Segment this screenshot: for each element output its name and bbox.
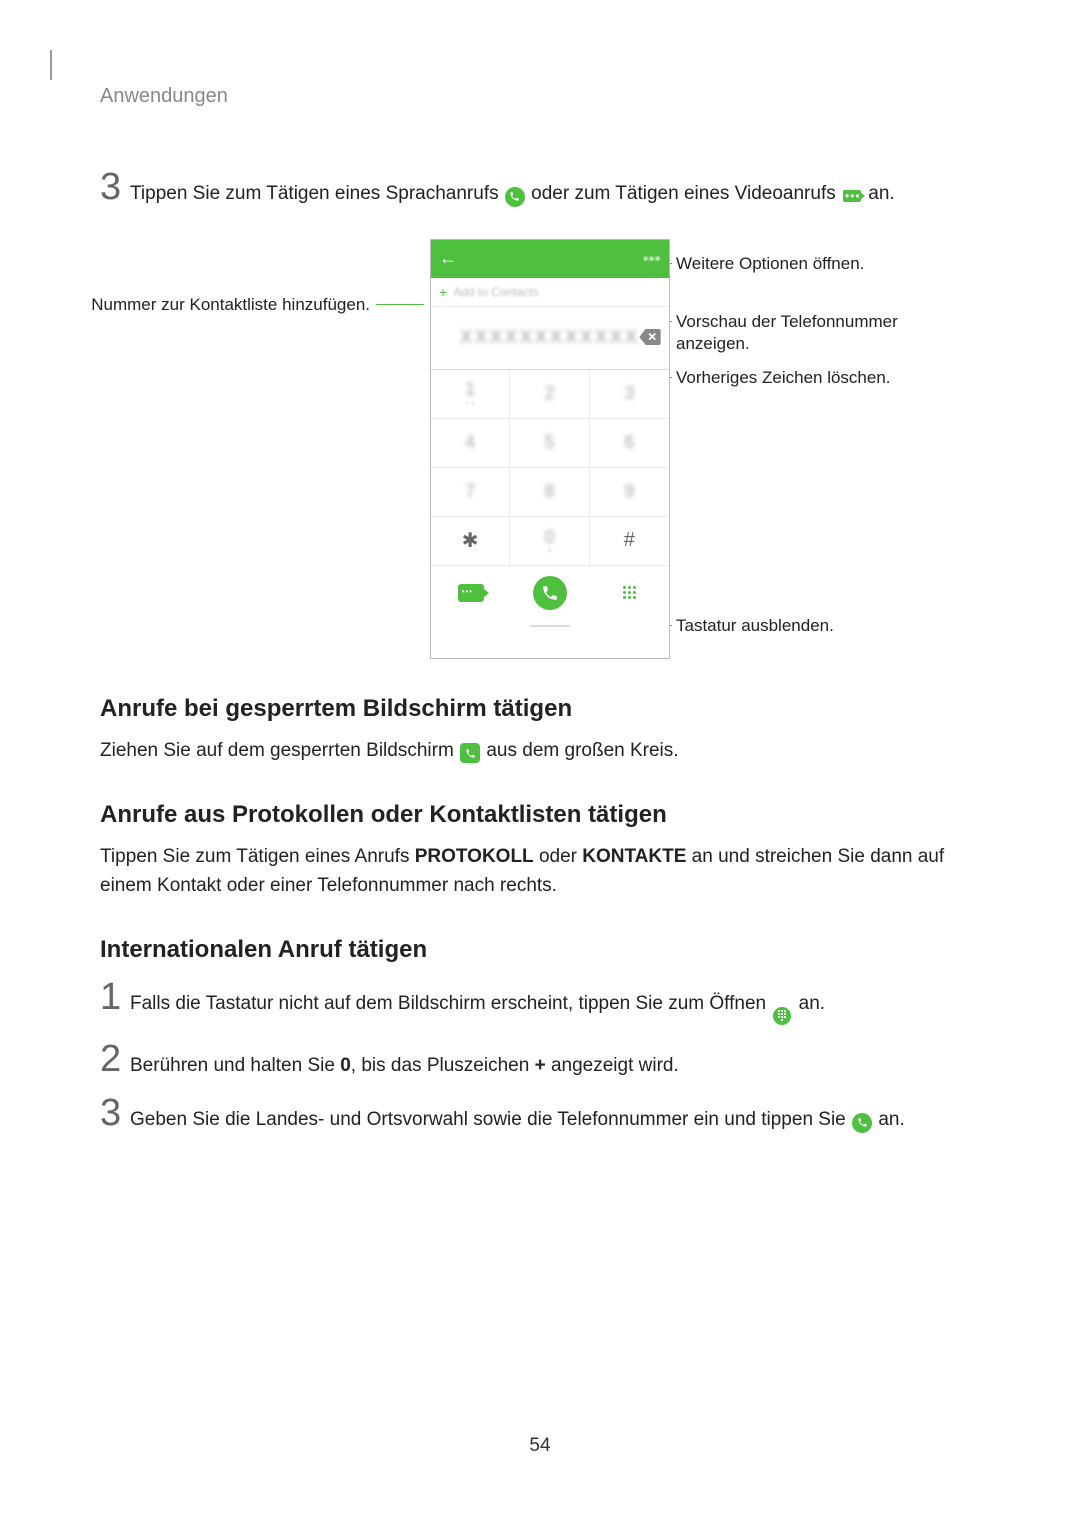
keypad-icon bbox=[772, 1006, 792, 1026]
heading-protokoll: Anrufe aus Protokollen oder Kontaktliste… bbox=[100, 801, 980, 829]
key-star[interactable]: ✱ bbox=[431, 517, 510, 566]
key-7[interactable]: 7 bbox=[431, 468, 510, 517]
callout-backspace: Vorheriges Zeichen löschen. bbox=[676, 367, 891, 389]
step-number: 2 bbox=[100, 1040, 130, 1078]
key-2[interactable]: 2 bbox=[510, 370, 589, 419]
key-hash[interactable]: # bbox=[590, 517, 669, 566]
phone-mock: ← ••• + Add to Contacts XXXXXXXXXXXX 1⚬⚬… bbox=[430, 239, 670, 659]
bottom-row: ••• bbox=[431, 566, 669, 620]
step-3-top: 3 Tippen Sie zum Tätigen eines Sprachanr… bbox=[100, 168, 980, 209]
add-to-contacts-label: Add to Contacts bbox=[453, 285, 538, 299]
text-part: Berühren und halten Sie bbox=[130, 1055, 340, 1076]
key-3[interactable]: 3 bbox=[590, 370, 669, 419]
add-to-contacts[interactable]: + Add to Contacts bbox=[431, 278, 669, 306]
text-bold: + bbox=[535, 1055, 546, 1076]
page-number: 54 bbox=[100, 1435, 980, 1457]
intl-step-1: 1 Falls die Tastatur nicht auf dem Bilds… bbox=[100, 978, 980, 1026]
heading-locked: Anrufe bei gesperrtem Bildschirm tätigen bbox=[100, 695, 980, 723]
number-display: XXXXXXXXXXXX bbox=[431, 306, 669, 369]
plus-icon: + bbox=[439, 284, 447, 300]
key-6[interactable]: 6 bbox=[590, 419, 669, 468]
step-number: 3 bbox=[100, 168, 130, 206]
callout-add-contact: Nummer zur Kontaktliste hinzufügen. bbox=[70, 294, 370, 316]
phone-header: ← ••• bbox=[431, 240, 669, 278]
keypad-grid-icon bbox=[623, 586, 636, 599]
more-icon[interactable]: ••• bbox=[643, 250, 661, 266]
text-bold: 0 bbox=[340, 1055, 351, 1076]
text-part: oder zum Tätigen eines Videoanrufs bbox=[531, 183, 841, 204]
key-1[interactable]: 1⚬⚬ bbox=[431, 370, 510, 419]
keypad: 1⚬⚬ 2 3 4 5 6 7 8 9 ✱ 0+ # bbox=[431, 369, 669, 566]
video-call-icon: ••• bbox=[842, 186, 862, 206]
step-number: 1 bbox=[100, 978, 130, 1016]
dialed-number: XXXXXXXXXXXX bbox=[460, 327, 640, 348]
text-part: Falls die Tastatur nicht auf dem Bildsch… bbox=[130, 993, 771, 1014]
text-bold: PROTOKOLL bbox=[415, 846, 534, 867]
callout-line bbox=[376, 304, 424, 305]
key-4[interactable]: 4 bbox=[431, 419, 510, 468]
call-icon bbox=[852, 1113, 872, 1133]
text-part: oder bbox=[534, 846, 583, 867]
text-part: an. bbox=[878, 1109, 904, 1130]
text-part: Tippen Sie zum Tätigen eines Sprachanruf… bbox=[130, 183, 504, 204]
callout-more-options: Weitere Optionen öffnen. bbox=[676, 253, 864, 275]
locked-text: Ziehen Sie auf dem gesperrten Bildschirm… bbox=[100, 737, 980, 766]
nav-bar bbox=[431, 620, 669, 632]
step-text: Geben Sie die Landes- und Ortsvorwahl so… bbox=[130, 1096, 905, 1135]
call-icon bbox=[460, 743, 480, 763]
step-text: Berühren und halten Sie 0, bis das Plusz… bbox=[130, 1042, 679, 1081]
text-part: an. bbox=[799, 993, 825, 1014]
call-icon bbox=[505, 187, 525, 207]
text-bold: KONTAKTE bbox=[582, 846, 686, 867]
text-part: , bis das Pluszeichen bbox=[351, 1055, 535, 1076]
text-part: Geben Sie die Landes- und Ortsvorwahl so… bbox=[130, 1109, 851, 1130]
key-9[interactable]: 9 bbox=[590, 468, 669, 517]
step-number: 3 bbox=[100, 1094, 130, 1132]
text-part: angezeigt wird. bbox=[546, 1055, 679, 1076]
intl-step-3: 3 Geben Sie die Landes- und Ortsvorwahl … bbox=[100, 1094, 980, 1135]
text-part: aus dem großen Kreis. bbox=[486, 740, 678, 761]
step-text: Falls die Tastatur nicht auf dem Bildsch… bbox=[130, 980, 825, 1026]
hide-keypad-button[interactable] bbox=[590, 566, 669, 620]
protokoll-text: Tippen Sie zum Tätigen eines Anrufs PROT… bbox=[100, 843, 980, 900]
callout-preview-number: Vorschau der Telefonnummer anzeigen. bbox=[676, 311, 926, 355]
key-8[interactable]: 8 bbox=[510, 468, 589, 517]
call-button[interactable] bbox=[510, 566, 589, 620]
key-5[interactable]: 5 bbox=[510, 419, 589, 468]
video-call-button[interactable]: ••• bbox=[431, 566, 510, 620]
intl-step-2: 2 Berühren und halten Sie 0, bis das Plu… bbox=[100, 1040, 980, 1081]
back-icon[interactable]: ← bbox=[439, 248, 457, 269]
heading-intl: Internationalen Anruf tätigen bbox=[100, 936, 980, 964]
text-part: Tippen Sie zum Tätigen eines Anrufs bbox=[100, 846, 415, 867]
backspace-icon[interactable] bbox=[639, 329, 661, 350]
text-part: Ziehen Sie auf dem gesperrten Bildschirm bbox=[100, 740, 459, 761]
page-header: Anwendungen bbox=[100, 85, 980, 108]
callout-hide-keypad: Tastatur ausblenden. bbox=[676, 615, 834, 637]
step-text: Tippen Sie zum Tätigen eines Sprachanruf… bbox=[130, 170, 895, 209]
text-part: an. bbox=[868, 183, 894, 204]
top-margin-line bbox=[50, 50, 980, 80]
dialer-diagram: Nummer zur Kontaktliste hinzufügen. Weit… bbox=[100, 239, 980, 659]
key-0[interactable]: 0+ bbox=[510, 517, 589, 566]
